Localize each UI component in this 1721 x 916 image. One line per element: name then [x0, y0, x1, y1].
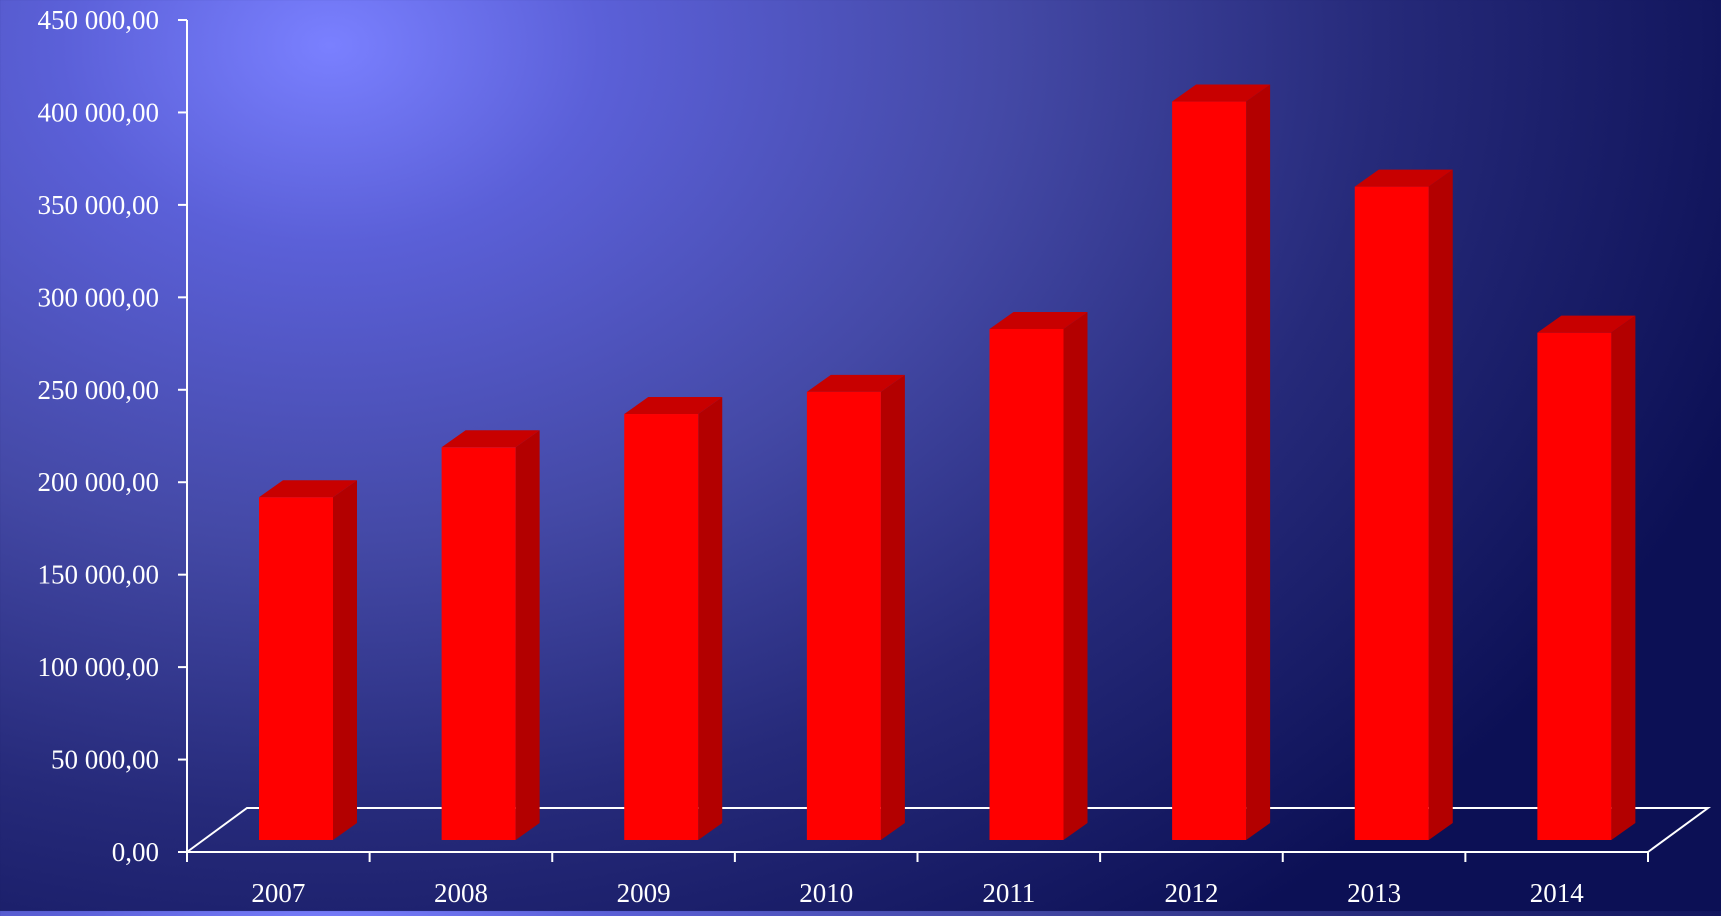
x-tick-label: 2009 [617, 878, 671, 908]
y-tick-label: 100 000,00 [38, 652, 160, 682]
bar-2012 [1172, 84, 1271, 840]
x-tick-label: 2014 [1530, 878, 1585, 908]
x-tick-label: 2007 [251, 878, 305, 908]
bar-top-face [624, 397, 723, 415]
y-tick-label: 350 000,00 [38, 190, 160, 220]
y-tick-label: 50 000,00 [51, 745, 159, 775]
bar-side-face [1611, 315, 1636, 840]
bar-top-face [441, 430, 540, 448]
bar-side-face [698, 397, 723, 840]
y-axis-ticks: 0,00 50 000,00 100 000,00 150 000,00 200 000… [38, 5, 187, 867]
bar-2008 [441, 430, 540, 840]
bar-top-face [1537, 315, 1636, 333]
bar-side-face [1246, 84, 1271, 840]
bar-2011 [989, 311, 1088, 840]
bar-front-face [989, 328, 1064, 840]
bar-2009 [624, 397, 723, 840]
x-tick-label: 2013 [1347, 878, 1401, 908]
bar-top-face [806, 374, 905, 392]
y-tick-label: 250 000,00 [38, 375, 160, 405]
x-tick-label: 2008 [434, 878, 488, 908]
bar-2013 [1354, 169, 1453, 840]
bar-front-face [1537, 332, 1612, 840]
bar-top-face [259, 480, 357, 498]
bar-front-face [441, 447, 516, 840]
y-tick-label: 450 000,00 [38, 5, 160, 35]
bar-front-face [1354, 186, 1429, 840]
bar-side-face [1063, 311, 1088, 840]
bar-side-face [880, 374, 905, 840]
bar-top-face [1354, 169, 1453, 187]
bar-side-face [515, 430, 540, 840]
x-tick-label: 2011 [982, 878, 1035, 908]
bar-front-face [806, 391, 881, 840]
bar-2010 [806, 374, 905, 840]
y-tick-label: 400 000,00 [38, 97, 160, 127]
bar-front-face [624, 414, 699, 840]
bar-2007 [259, 480, 357, 840]
bar-side-face [333, 480, 357, 840]
bar-front-face [1172, 101, 1247, 840]
bar-front-face [259, 497, 333, 840]
x-tick-label: 2012 [1164, 878, 1218, 908]
bar-2014 [1537, 315, 1636, 840]
y-tick-label: 200 000,00 [38, 467, 160, 497]
y-tick-label: 150 000,00 [38, 560, 160, 590]
bar-series [259, 84, 1636, 840]
bar-side-face [1428, 169, 1453, 840]
x-axis-ticks: 2007 2008 2009 2010 2011 2012 2013 2014 [186, 852, 1649, 908]
bar-top-face [989, 311, 1088, 329]
y-tick-label: 0,00 [112, 837, 159, 867]
chart-floor [186, 807, 1712, 853]
bar-top-face [1172, 84, 1271, 102]
x-tick-label: 2010 [799, 878, 853, 908]
floor-outline [186, 807, 1712, 853]
y-tick-label: 300 000,00 [38, 282, 160, 312]
